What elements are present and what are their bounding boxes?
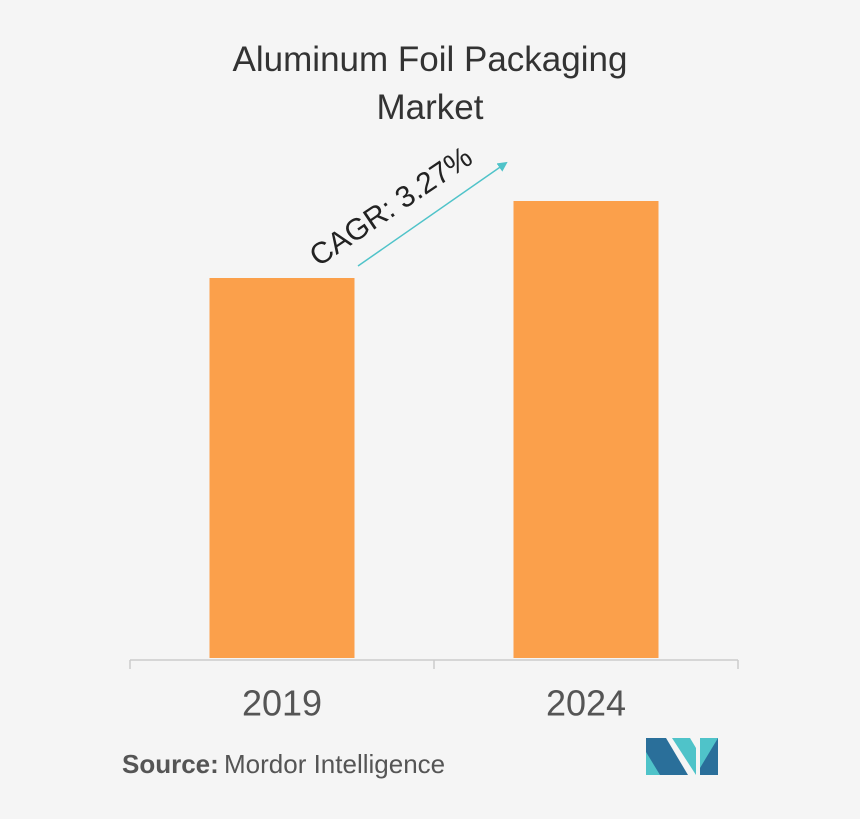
source: Mordor Intelligence [224, 749, 445, 779]
bar [513, 201, 659, 658]
x-tick-label: 2024 [546, 683, 626, 724]
source-label: Source: [122, 749, 219, 779]
cagr-arrow [357, 161, 508, 267]
bar [209, 278, 355, 658]
logo [646, 738, 718, 775]
x-tick-label: 2019 [242, 683, 322, 724]
cagr-label: CAGR: 3.27% [304, 140, 479, 273]
chart-title: Aluminum Foil Packaging Market [232, 40, 628, 127]
